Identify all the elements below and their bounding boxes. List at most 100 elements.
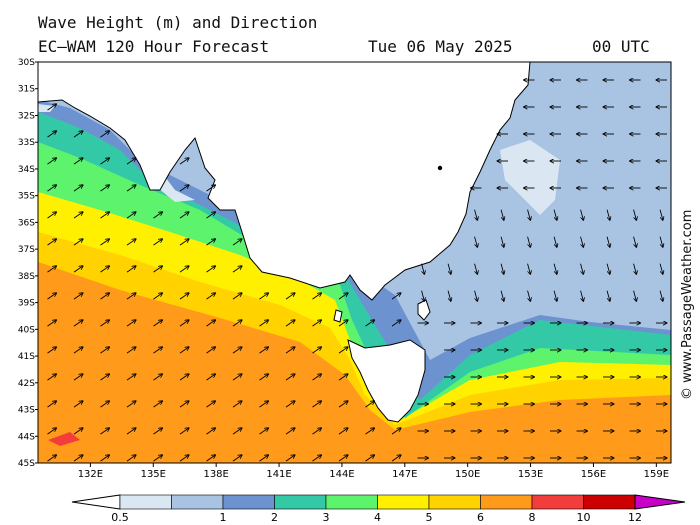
longitude-label: 132E	[78, 469, 103, 480]
wave-direction-arrow	[179, 158, 189, 165]
wave-direction-arrow	[500, 263, 504, 275]
wave-direction-arrow	[47, 347, 56, 354]
tasmania-landmass	[347, 339, 426, 423]
wave-direction-arrow	[365, 428, 374, 435]
wave-direction-arrow	[153, 401, 162, 408]
wave-direction-arrow	[73, 158, 83, 165]
latitude-label: 39S	[18, 299, 35, 309]
latitude-label: 30S	[18, 58, 35, 68]
wave-direction-arrow	[474, 263, 478, 275]
wave-direction-arrow	[500, 209, 504, 221]
wave-direction-arrow	[606, 263, 610, 275]
wave-direction-arrow	[391, 320, 401, 327]
wave-direction-arrow	[47, 266, 56, 273]
colorbar-underflow	[71, 494, 121, 510]
wave-direction-arrow	[606, 209, 610, 221]
latitude-label: 33S	[18, 138, 35, 148]
wave-direction-arrow	[527, 290, 531, 302]
lord-howe-island	[437, 165, 443, 171]
wave-direction-arrow	[259, 293, 268, 300]
wave-direction-arrow	[474, 209, 478, 221]
colorbar-label: 1	[220, 511, 227, 524]
longitude-label: 147E	[392, 469, 417, 480]
wave-direction-arrow	[153, 266, 162, 273]
wave-direction-arrow	[153, 428, 162, 435]
wave-direction-arrow	[100, 455, 109, 462]
wave-direction-arrow	[100, 239, 109, 246]
wave-direction-arrow	[285, 455, 295, 462]
wave-direction-arrow	[100, 293, 109, 300]
latitude-label: 38S	[18, 272, 35, 282]
wave-direction-arrow	[47, 428, 56, 435]
colorbar-swatch	[480, 494, 533, 510]
wave-direction-arrow	[206, 212, 215, 219]
wave-direction-arrow	[206, 185, 215, 192]
wave-direction-arrow	[259, 455, 268, 462]
latitude-label: 34S	[18, 165, 35, 175]
credit-watermark: © www.PassageWeather.com	[680, 209, 695, 400]
wave-direction-arrow	[126, 239, 136, 246]
forecast-date: Tue 06 May 2025	[368, 37, 513, 56]
wave-direction-arrow	[259, 374, 268, 381]
wave-direction-arrow	[73, 455, 83, 462]
colorbar-label: 8	[529, 511, 536, 524]
latitude-label: 31S	[18, 85, 35, 95]
colorbar-swatch	[531, 494, 584, 510]
wave-direction-arrow	[47, 320, 56, 327]
wave-direction-arrow	[206, 455, 215, 462]
wave-direction-arrow	[153, 347, 162, 354]
wave-direction-arrow	[47, 185, 56, 192]
wave-direction-arrow	[73, 320, 83, 327]
wave-direction-arrow	[285, 347, 295, 354]
latitude-labels: 30S 31S 32S 33S 34S 35S 36S 37S 38S 39S 40S 41S 42S 4…	[18, 58, 38, 469]
wave-direction-arrow	[179, 266, 189, 273]
wave-direction-arrow	[232, 320, 242, 327]
king-island	[333, 309, 343, 323]
wave-direction-arrow	[73, 347, 83, 354]
wave-direction-arrow	[126, 293, 136, 300]
wave-direction-arrow	[259, 428, 268, 435]
wave-direction-arrow	[312, 320, 321, 327]
wave-direction-arrow	[206, 428, 215, 435]
wave-direction-arrow	[206, 347, 215, 354]
wave-direction-arrow	[73, 293, 83, 300]
wave-direction-arrow	[606, 236, 610, 248]
wave-direction-arrow	[338, 455, 348, 462]
wave-direction-arrow	[100, 374, 109, 381]
wave-direction-arrow	[553, 290, 557, 302]
wave-direction-arrow	[312, 428, 321, 435]
wave-direction-arrow	[47, 374, 56, 381]
wave-direction-arrow	[527, 209, 531, 221]
wave-direction-arrow	[206, 239, 215, 246]
wave-direction-arrow	[259, 347, 268, 354]
latitude-label: 36S	[18, 218, 35, 228]
map-subtitle: EC—WAM 120 Hour Forecast	[38, 37, 270, 56]
wave-direction-arrow	[47, 212, 56, 219]
longitude-label: 153E	[518, 469, 543, 480]
longitude-label: 150E	[455, 469, 480, 480]
wave-direction-arrow	[232, 266, 242, 273]
wave-direction-arrow	[126, 158, 136, 165]
wave-direction-arrow	[47, 131, 56, 138]
latitude-label: 45S	[18, 459, 35, 469]
wave-direction-arrow	[338, 401, 348, 408]
wave-direction-arrow	[527, 236, 531, 248]
wave-direction-arrow	[365, 401, 374, 408]
wave-direction-arrow	[285, 374, 295, 381]
map-frame	[37, 61, 672, 464]
wave-direction-arrow	[259, 401, 268, 408]
wave-height-field	[38, 62, 671, 463]
wave-direction-arrow	[312, 374, 321, 381]
wave-direction-arrow	[659, 236, 663, 248]
wave-direction-arrow	[312, 347, 321, 354]
colorbar-label: 6	[477, 511, 484, 524]
wave-direction-arrow	[126, 428, 136, 435]
wave-direction-arrow	[312, 455, 321, 462]
wave-direction-arrow	[179, 185, 189, 192]
wave-direction-arrow	[47, 455, 56, 462]
wave-direction-arrow	[633, 209, 637, 221]
wave-direction-arrow	[232, 455, 242, 462]
wave-direction-arrow	[580, 209, 584, 221]
wave-direction-arrow	[179, 239, 189, 246]
